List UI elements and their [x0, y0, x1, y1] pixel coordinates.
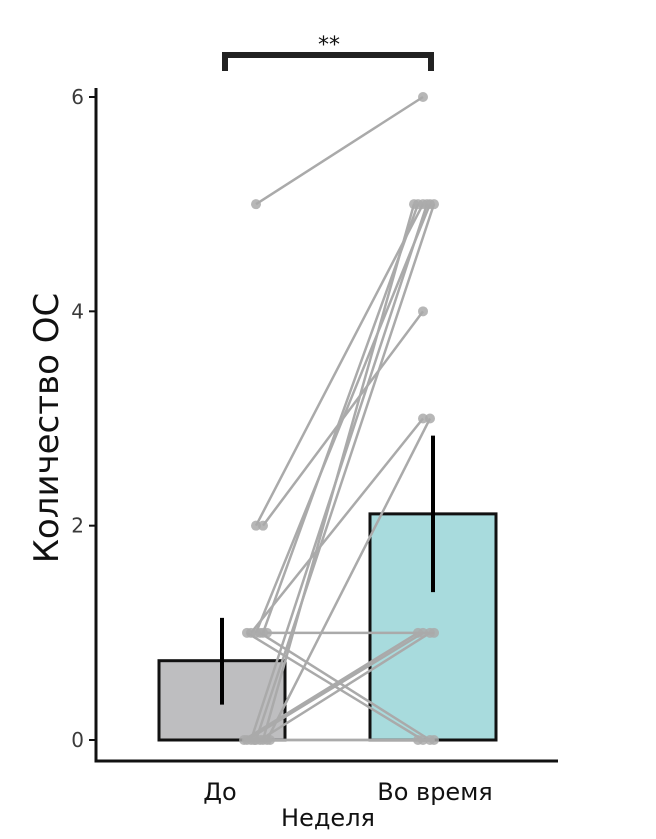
y-ticks-layer: 0 2 4 6 — [71, 85, 96, 752]
pair-line — [249, 203, 429, 741]
lines-layer — [243, 95, 436, 742]
y-tick-label: 4 — [71, 299, 84, 323]
bars-layer — [157, 512, 498, 742]
data-point — [258, 520, 268, 531]
data-point — [251, 199, 261, 210]
pair-line — [265, 417, 432, 741]
pair-line — [254, 203, 436, 741]
data-point — [255, 627, 265, 638]
y-tick-label: 6 — [71, 85, 84, 109]
pair-line — [250, 417, 424, 634]
points-layer — [239, 92, 439, 745]
data-point — [429, 199, 439, 210]
data-point — [425, 413, 435, 424]
data-point — [262, 627, 272, 638]
significance-bracket — [222, 52, 434, 71]
data-point — [429, 627, 439, 638]
data-point — [418, 92, 428, 102]
y-axis-title: Количество ОС — [27, 293, 67, 563]
pair-line — [246, 631, 424, 742]
pair-line — [259, 631, 431, 742]
pair-line — [254, 203, 432, 634]
data-point — [422, 199, 432, 210]
data-point — [251, 520, 261, 531]
pair-line — [255, 95, 424, 206]
data-point — [409, 199, 419, 210]
data-point — [242, 627, 252, 638]
data-point — [249, 735, 259, 745]
data-point — [265, 735, 275, 745]
data-point — [429, 735, 439, 745]
y-tick-label: 0 — [71, 728, 84, 752]
x-axis-title: Неделя — [281, 804, 375, 832]
data-point — [413, 735, 423, 745]
y-tick-label: 2 — [71, 514, 84, 538]
data-point — [239, 735, 249, 745]
pair-line — [243, 631, 419, 742]
pair-line — [254, 203, 425, 527]
x-tick-label-before: До — [203, 778, 236, 806]
data-point — [418, 306, 428, 317]
data-point — [418, 413, 428, 424]
significance-label: ** — [318, 33, 340, 58]
pair-line — [261, 203, 420, 634]
data-point — [413, 627, 423, 638]
x-tick-label-during: Во время — [377, 778, 492, 806]
errorbars-layer — [220, 435, 435, 705]
